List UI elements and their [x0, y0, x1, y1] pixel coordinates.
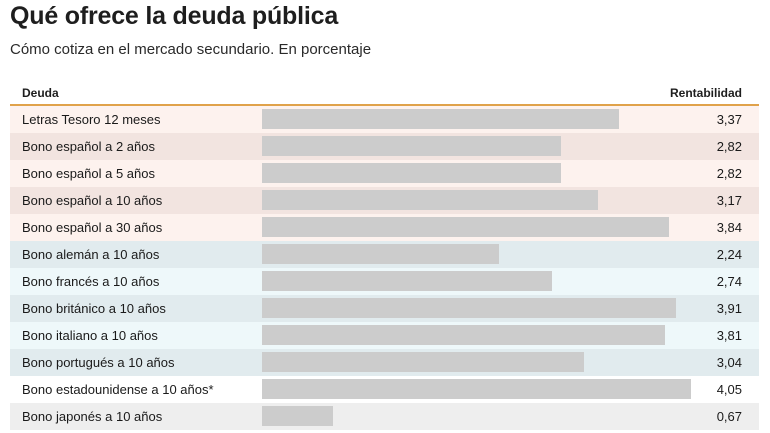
yield-bar — [262, 406, 333, 426]
row-label: Bono británico a 10 años — [22, 301, 166, 316]
yield-value: 2,24 — [716, 247, 742, 262]
table-row: Bono español a 30 años 3,84 — [10, 214, 759, 241]
yield-value: 0,67 — [716, 409, 742, 424]
yield-value: 2,82 — [716, 166, 742, 181]
yield-value: 2,74 — [716, 274, 742, 289]
yield-value: 3,81 — [716, 328, 742, 343]
table-row: Bono italiano a 10 años 3,81 — [10, 322, 759, 349]
chart-subtitle: Cómo cotiza en el mercado secundario. En… — [10, 41, 372, 58]
yield-value: 3,91 — [716, 301, 742, 316]
yield-value: 3,84 — [716, 220, 742, 235]
yield-bar — [262, 298, 676, 318]
table-row: Letras Tesoro 12 meses 3,37 — [10, 106, 759, 133]
yield-value: 4,05 — [716, 382, 742, 397]
column-header-rentabilidad: Rentabilidad — [669, 86, 742, 100]
yield-bar — [262, 271, 552, 291]
row-label: Bono español a 10 años — [22, 193, 163, 208]
row-label: Bono francés a 10 años — [22, 274, 160, 289]
bond-yield-table: Deuda Rentabilidad Letras Tesoro 12 mese… — [10, 84, 759, 430]
yield-value: 3,37 — [716, 112, 742, 127]
column-header-deuda: Deuda — [22, 86, 59, 100]
row-label: Bono portugués a 10 años — [22, 355, 175, 370]
table-body: Letras Tesoro 12 meses 3,37 Bono español a… — [10, 106, 759, 430]
row-label: Letras Tesoro 12 meses — [22, 112, 161, 127]
yield-bar — [262, 352, 584, 372]
yield-value: 3,04 — [716, 355, 742, 370]
yield-bar — [262, 244, 499, 264]
table-header: Deuda Rentabilidad — [10, 84, 759, 106]
yield-bar — [262, 136, 561, 156]
yield-value: 3,17 — [716, 193, 742, 208]
row-label: Bono español a 2 años — [22, 139, 155, 154]
table-row: Bono portugués a 10 años 3,04 — [10, 349, 759, 376]
table-row: Bono español a 10 años 3,17 — [10, 187, 759, 214]
table-row: Bono alemán a 10 años 2,24 — [10, 241, 759, 268]
table-row: Bono japonés a 10 años 0,67 — [10, 403, 759, 430]
row-label: Bono español a 30 años — [22, 220, 163, 235]
yield-bar — [262, 109, 619, 129]
table-row: Bono francés a 10 años 2,74 — [10, 268, 759, 295]
table-row: Bono español a 2 años 2,82 — [10, 133, 759, 160]
yield-bar — [262, 325, 665, 345]
row-label: Bono japonés a 10 años — [22, 409, 163, 424]
row-label: Bono alemán a 10 años — [22, 247, 160, 262]
table-row: Bono británico a 10 años 3,91 — [10, 295, 759, 322]
row-label: Bono italiano a 10 años — [22, 328, 158, 343]
chart-title: Qué ofrece la deuda pública — [10, 2, 339, 30]
table-row: Bono español a 5 años 2,82 — [10, 160, 759, 187]
yield-bar — [262, 217, 669, 237]
yield-value: 2,82 — [716, 139, 742, 154]
yield-bar — [262, 163, 561, 183]
row-label: Bono español a 5 años — [22, 166, 155, 181]
yield-bar — [262, 190, 598, 210]
yield-bar — [262, 379, 691, 399]
row-label: Bono estadounidense a 10 años* — [22, 382, 214, 397]
table-row: Bono estadounidense a 10 años* 4,05 — [10, 376, 759, 403]
